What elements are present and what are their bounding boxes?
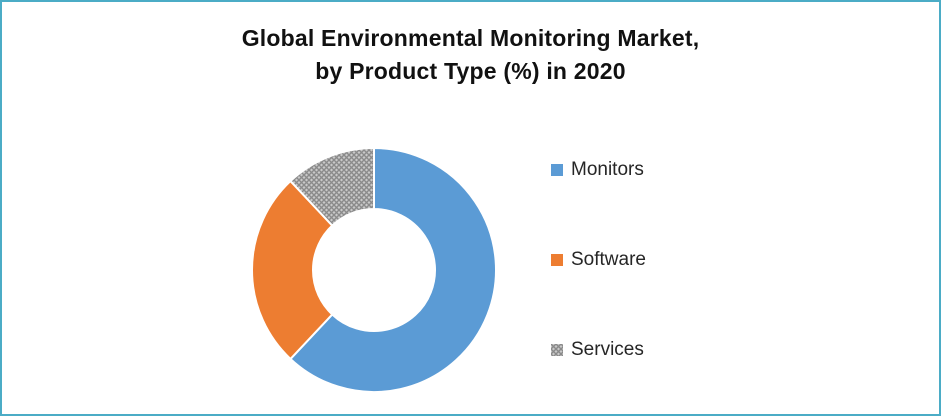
legend: Monitors Software Services xyxy=(551,158,646,362)
legend-label-services: Services xyxy=(571,339,644,360)
chart-title-line-2: by Product Type (%) in 2020 xyxy=(315,58,626,84)
donut-plot-area xyxy=(244,140,504,400)
donut-slice-software xyxy=(251,180,334,360)
legend-item-software: Software xyxy=(551,248,646,272)
chart-title-line-1: Global Environmental Monitoring Market, xyxy=(241,25,700,51)
legend-swatch-services xyxy=(551,344,563,356)
chart-title: Global Environmental Monitoring Market, … xyxy=(2,22,939,88)
legend-item-services: Services xyxy=(551,338,646,362)
legend-swatch-monitors xyxy=(551,164,563,176)
donut-chart xyxy=(251,147,497,393)
donut-slice-services xyxy=(289,147,375,227)
legend-label-monitors: Monitors xyxy=(571,159,644,180)
legend-swatch-software xyxy=(551,254,563,266)
legend-item-monitors: Monitors xyxy=(551,158,646,182)
donut-slice-monitors xyxy=(289,147,497,393)
legend-label-software: Software xyxy=(571,249,646,270)
